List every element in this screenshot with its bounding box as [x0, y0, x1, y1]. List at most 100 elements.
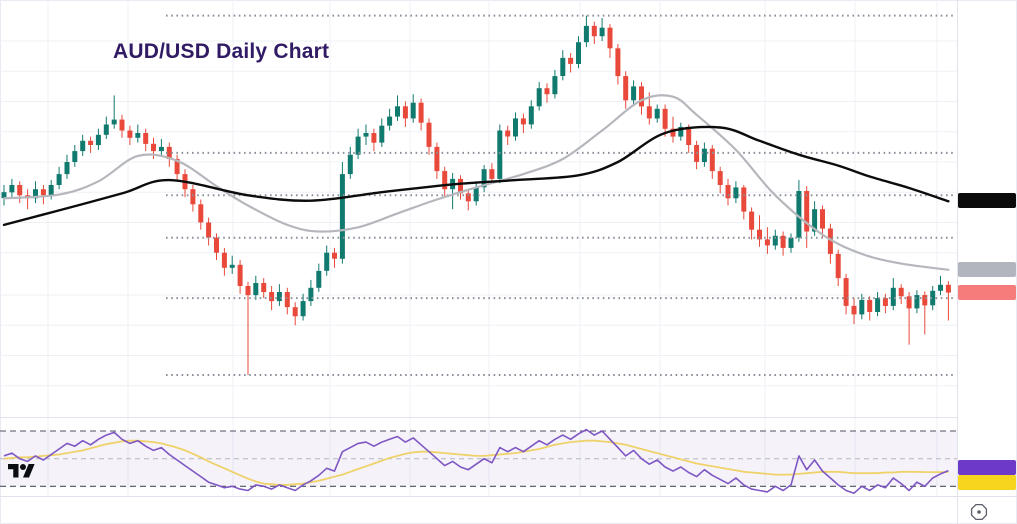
candle[interactable]	[442, 166, 448, 198]
candle[interactable]	[843, 273, 849, 315]
candle[interactable]	[363, 124, 369, 146]
ma-black-line[interactable]	[2, 125, 950, 227]
candle[interactable]	[450, 172, 456, 210]
candle[interactable]	[402, 101, 408, 127]
candle[interactable]	[513, 112, 518, 141]
candle[interactable]	[576, 36, 581, 69]
candle[interactable]	[922, 291, 928, 335]
candle[interactable]	[387, 108, 393, 131]
candle[interactable]	[308, 279, 314, 306]
candle[interactable]	[741, 185, 747, 220]
candle[interactable]	[56, 166, 62, 190]
candle[interactable]	[198, 199, 204, 230]
eye-icon[interactable]	[969, 502, 989, 522]
candle[interactable]	[882, 293, 888, 314]
candle[interactable]	[780, 231, 786, 256]
candle[interactable]	[607, 24, 613, 58]
candle[interactable]	[560, 50, 566, 81]
candle[interactable]	[143, 128, 149, 152]
candle[interactable]	[505, 125, 511, 145]
candle[interactable]	[473, 181, 479, 206]
candle[interactable]	[733, 181, 739, 204]
candle[interactable]	[229, 255, 235, 274]
candle[interactable]	[631, 80, 637, 105]
candle[interactable]	[835, 249, 841, 286]
candle[interactable]	[119, 114, 125, 138]
candle[interactable]	[284, 287, 290, 315]
candle[interactable]	[1, 185, 7, 206]
candle[interactable]	[410, 94, 416, 123]
candle[interactable]	[945, 281, 951, 321]
candle[interactable]	[772, 229, 778, 250]
candle[interactable]	[890, 278, 896, 311]
candle[interactable]	[221, 247, 227, 276]
candle[interactable]	[662, 104, 668, 137]
candle[interactable]	[930, 286, 936, 311]
time-axis[interactable]	[0, 497, 1017, 524]
candle[interactable]	[552, 70, 558, 99]
candle[interactable]	[245, 281, 251, 375]
candle[interactable]	[615, 44, 621, 85]
candle[interactable]	[316, 263, 322, 292]
candle[interactable]	[914, 290, 920, 314]
candle[interactable]	[88, 136, 94, 153]
candle[interactable]	[520, 113, 526, 133]
rsi-pane[interactable]	[0, 418, 957, 496]
candle[interactable]	[103, 116, 109, 139]
candle[interactable]	[654, 104, 660, 123]
candle[interactable]	[906, 292, 912, 345]
candle[interactable]	[190, 185, 196, 212]
candle[interactable]	[379, 118, 385, 147]
candle[interactable]	[701, 142, 707, 167]
candle[interactable]	[95, 128, 101, 150]
candle[interactable]	[166, 142, 172, 167]
candle[interactable]	[717, 166, 723, 194]
candle[interactable]	[827, 223, 833, 264]
candle[interactable]	[851, 298, 857, 325]
candle[interactable]	[898, 284, 904, 305]
price-axis[interactable]	[958, 0, 1017, 497]
candle[interactable]	[875, 292, 881, 317]
candle[interactable]	[72, 145, 78, 167]
candle[interactable]	[788, 233, 794, 253]
candle[interactable]	[347, 146, 353, 179]
candle[interactable]	[489, 163, 495, 184]
candle[interactable]	[253, 275, 259, 300]
candle[interactable]	[709, 145, 715, 179]
candle[interactable]	[426, 118, 432, 155]
candle[interactable]	[481, 165, 487, 193]
candle[interactable]	[9, 178, 15, 198]
candle[interactable]	[694, 140, 700, 170]
candle[interactable]	[820, 205, 825, 238]
candle[interactable]	[40, 185, 46, 205]
candle[interactable]	[324, 245, 330, 276]
candle[interactable]	[434, 142, 440, 179]
candle[interactable]	[33, 181, 38, 204]
candle[interactable]	[64, 154, 70, 179]
candle[interactable]	[158, 139, 164, 156]
candle[interactable]	[214, 233, 219, 260]
candle[interactable]	[749, 207, 755, 240]
candle[interactable]	[639, 82, 644, 115]
candle[interactable]	[583, 15, 589, 48]
candle[interactable]	[867, 296, 873, 321]
candle[interactable]	[174, 154, 180, 182]
candle[interactable]	[458, 175, 463, 200]
candle[interactable]	[127, 125, 133, 145]
ma-gray-line[interactable]	[2, 94, 950, 271]
candle[interactable]	[300, 293, 306, 321]
candle[interactable]	[536, 82, 542, 111]
candle[interactable]	[17, 181, 23, 204]
price-pane[interactable]	[0, 0, 957, 417]
pane-separator[interactable]	[0, 417, 957, 418]
candle[interactable]	[237, 260, 243, 294]
candle[interactable]	[591, 21, 597, 44]
candle[interactable]	[938, 275, 943, 296]
candle[interactable]	[686, 124, 692, 153]
candle[interactable]	[757, 215, 762, 247]
candle[interactable]	[261, 278, 267, 299]
candle[interactable]	[725, 178, 731, 206]
candle[interactable]	[796, 180, 802, 242]
candle[interactable]	[528, 100, 534, 129]
candle[interactable]	[859, 293, 865, 320]
